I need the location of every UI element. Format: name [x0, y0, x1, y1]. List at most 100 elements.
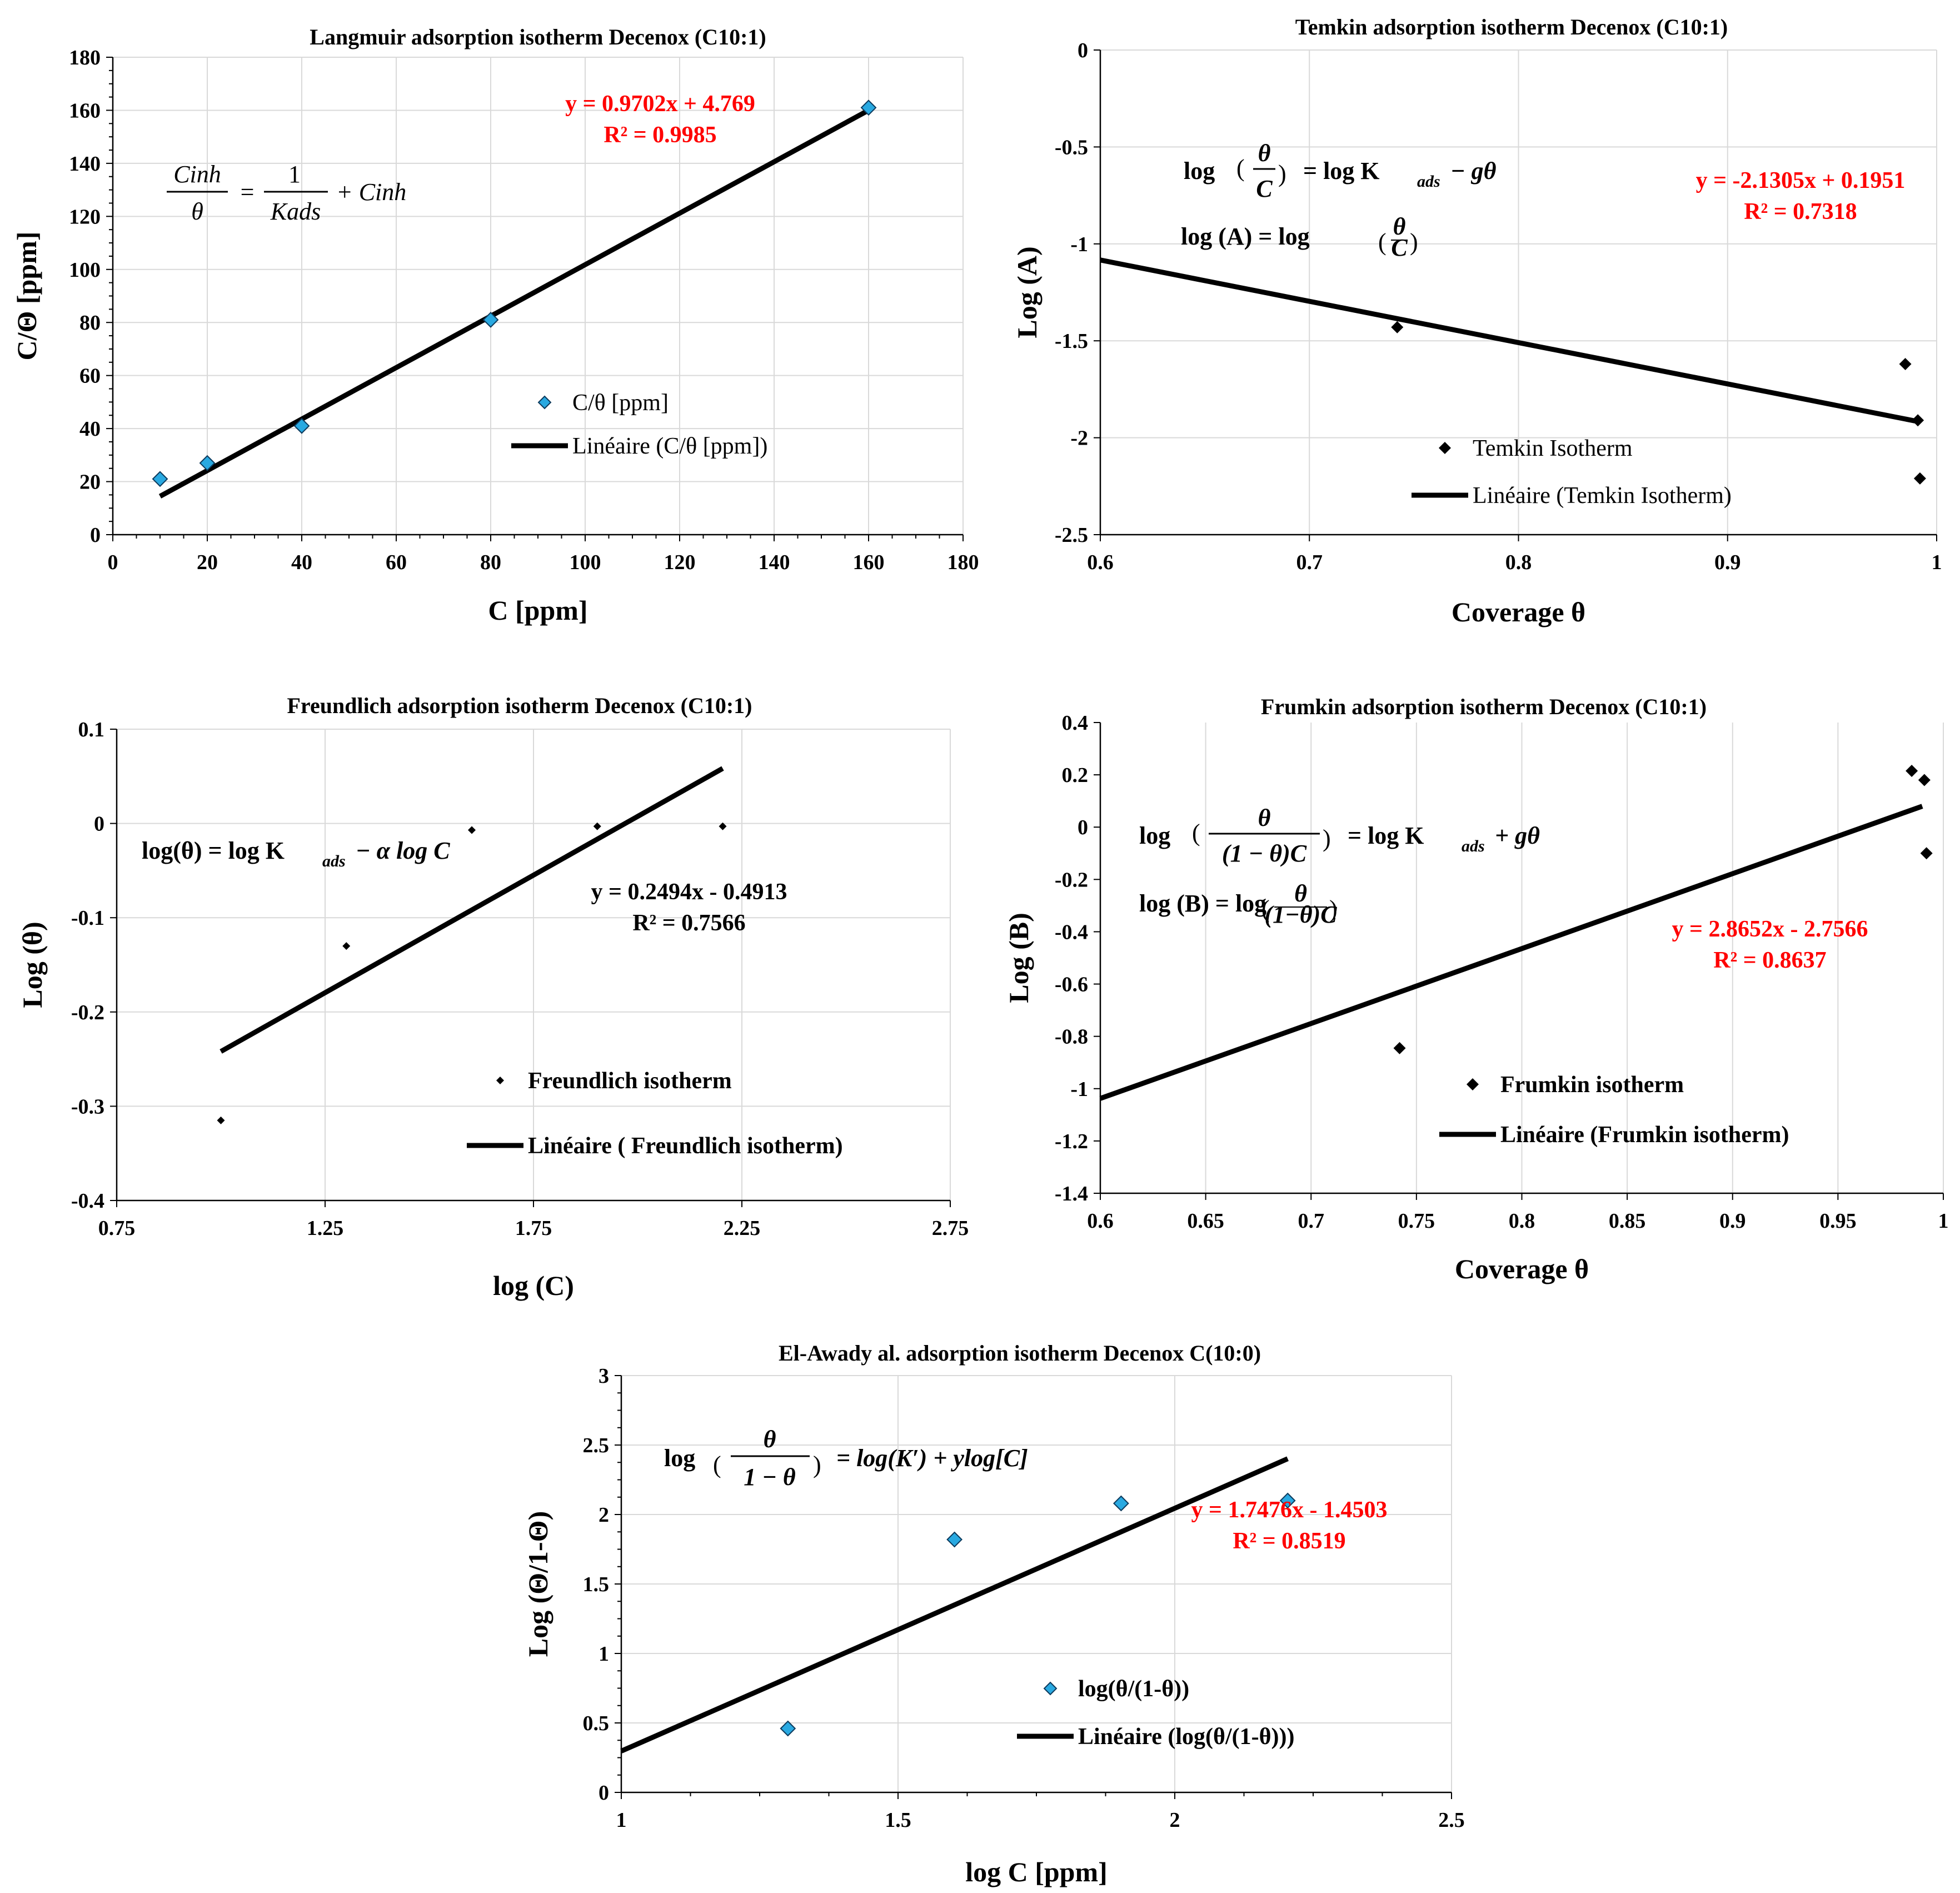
y-tick-label: 0.1 — [78, 718, 105, 741]
x-tick-label: 2 — [1170, 1809, 1180, 1832]
y-tick-label: 80 — [79, 311, 101, 335]
formula-equals: = — [241, 178, 255, 206]
legend-series-label: log(θ/(1-θ)) — [1078, 1676, 1189, 1702]
y-tick-label: 0 — [1078, 39, 1088, 62]
data-point — [946, 1531, 963, 1548]
data-point — [1913, 472, 1926, 485]
trend-equation: y = -2.1305x + 0.1951 — [1696, 168, 1906, 193]
y-tick-label: -1 — [1070, 1078, 1088, 1101]
y-tick-label: 0 — [94, 813, 104, 836]
legend-trend-label: Linéaire ( Freundlich isotherm) — [528, 1133, 843, 1159]
legend-series-label: C/θ [ppm] — [572, 390, 669, 416]
chart-title: Freundlich adsorption isotherm Decenox (… — [287, 693, 752, 718]
x-tick-label: 1.5 — [885, 1809, 911, 1832]
data-point — [468, 826, 476, 834]
formula-numerator: θ — [1258, 804, 1271, 831]
data-point — [1906, 765, 1918, 778]
y-tick-label: -0.6 — [1055, 973, 1088, 997]
y-tick-label: 20 — [79, 471, 101, 494]
x-tick-label: 140 — [759, 551, 790, 574]
formula-line2-paren-right: ) — [1329, 895, 1338, 923]
data-point — [719, 822, 727, 830]
formula-denominator: (1 − θ)C — [1222, 840, 1307, 867]
formula-rhs: = log K — [1303, 157, 1380, 185]
x-tick-label: 0 — [108, 551, 118, 574]
legend-trend-label: Linéaire (Temkin Isotherm) — [1473, 483, 1732, 509]
formula-paren-left: ( — [1236, 155, 1245, 182]
legend-series-label: Temkin Isotherm — [1473, 436, 1633, 461]
y-tick-label: -0.4 — [1055, 920, 1088, 944]
formula-log: log — [1184, 157, 1215, 185]
formula-subscript: ads — [1462, 837, 1485, 855]
formula-lhs-denominator: θ — [191, 198, 203, 225]
legend-series-label: Freundlich isotherm — [528, 1068, 732, 1094]
formula-rhs: = log K — [1348, 822, 1424, 849]
y-tick-label: 0.2 — [1062, 764, 1089, 787]
legend-marker — [1043, 1681, 1058, 1696]
trend-equation: y = 0.9702x + 4.769 — [565, 91, 755, 117]
formula-line2-paren-right: ) — [1410, 228, 1418, 256]
formula-line2-lhs: log (A) = log — [1181, 223, 1310, 250]
x-tick-label: 2.5 — [1438, 1809, 1465, 1832]
y-tick-label: 0 — [90, 524, 101, 547]
formula-tail: + gθ — [1495, 822, 1540, 849]
y-tick-label: -0.8 — [1055, 1025, 1088, 1049]
x-tick-label: 120 — [664, 551, 696, 574]
legend-trend-label: Linéaire (C/θ [ppm]) — [572, 434, 767, 459]
x-axis-label: log C [ppm] — [965, 1856, 1108, 1887]
x-tick-label: 20 — [197, 551, 218, 574]
y-tick-label: 2 — [599, 1503, 609, 1527]
data-point — [780, 1720, 796, 1737]
y-axis-label: Log (θ) — [17, 921, 48, 1008]
langmuir-chart: 0 20 40 60 80 100 120 140 160 180 0 20 40 60 80 100 120 1… — [11, 24, 979, 626]
x-tick-label: 0.6 — [1087, 551, 1114, 574]
x-tick-label: 1.75 — [515, 1217, 552, 1240]
data-point — [1279, 1492, 1296, 1509]
x-tick-label: 2.25 — [724, 1217, 761, 1240]
formula-rhs-denominator: Kads — [270, 198, 321, 225]
chart-title: Temkin adsorption isotherm Decenox (C10:… — [1295, 14, 1728, 39]
x-tick-label: 0.75 — [98, 1217, 136, 1240]
y-axis-label: Log (A) — [1011, 246, 1043, 338]
x-tick-label: 0.9 — [1714, 551, 1741, 574]
formula-line2-denominator: C — [1391, 234, 1408, 261]
y-tick-label: 1 — [599, 1642, 609, 1666]
x-tick-label: 180 — [947, 551, 979, 574]
formula-line2-numerator: θ — [1393, 213, 1406, 240]
x-tick-label: 0.6 — [1087, 1209, 1114, 1233]
y-tick-label: -0.1 — [71, 906, 104, 930]
formula-log: log — [1139, 822, 1170, 849]
legend-marker — [496, 1077, 504, 1084]
data-point — [152, 471, 168, 487]
data-point — [199, 455, 216, 471]
data-point — [1393, 1042, 1406, 1054]
y-tick-label: 1.5 — [583, 1573, 610, 1596]
x-tick-label: 1 — [1932, 551, 1942, 574]
y-tick-label: 60 — [79, 365, 101, 388]
x-tick-label: 60 — [386, 551, 407, 574]
y-tick-label: 0 — [1078, 816, 1088, 839]
trend-r-squared: R² = 0.7318 — [1744, 199, 1857, 225]
data-point — [482, 312, 499, 328]
formula-subscript: ads — [322, 852, 346, 870]
y-tick-label: 0.4 — [1062, 711, 1089, 735]
data-point — [217, 1116, 225, 1124]
formula-rhs: = log(K′) + ylog[C] — [836, 1444, 1028, 1472]
x-tick-label: 0.75 — [1398, 1209, 1435, 1233]
formula-tail: − α log C — [356, 837, 450, 864]
formula-paren-right: ) — [813, 1451, 821, 1478]
y-axis-label: C/Θ [ppm] — [11, 232, 42, 361]
legend-series-label: Frumkin isotherm — [1500, 1072, 1684, 1098]
formula-line2-paren-left: ( — [1378, 228, 1387, 256]
trendline — [620, 1456, 1289, 1753]
x-axis-label: log (C) — [493, 1270, 574, 1301]
trend-equation: y = 0.2494x - 0.4913 — [591, 879, 787, 905]
formula-rhs-numerator: 1 — [288, 161, 301, 188]
y-tick-label: 3 — [599, 1364, 609, 1388]
y-tick-label: 180 — [69, 46, 101, 69]
y-tick-label: -1 — [1070, 233, 1088, 256]
y-tick-label: -1.2 — [1055, 1130, 1088, 1153]
elawady-chart: 1 1.5 2 2.5 0 0.5 1 1.5 2 2.5 3 El-Awady al. adsorp… — [522, 1341, 1465, 1887]
formula-paren-left: ( — [1192, 819, 1200, 846]
y-axis-label: Log (B) — [1003, 913, 1034, 1003]
